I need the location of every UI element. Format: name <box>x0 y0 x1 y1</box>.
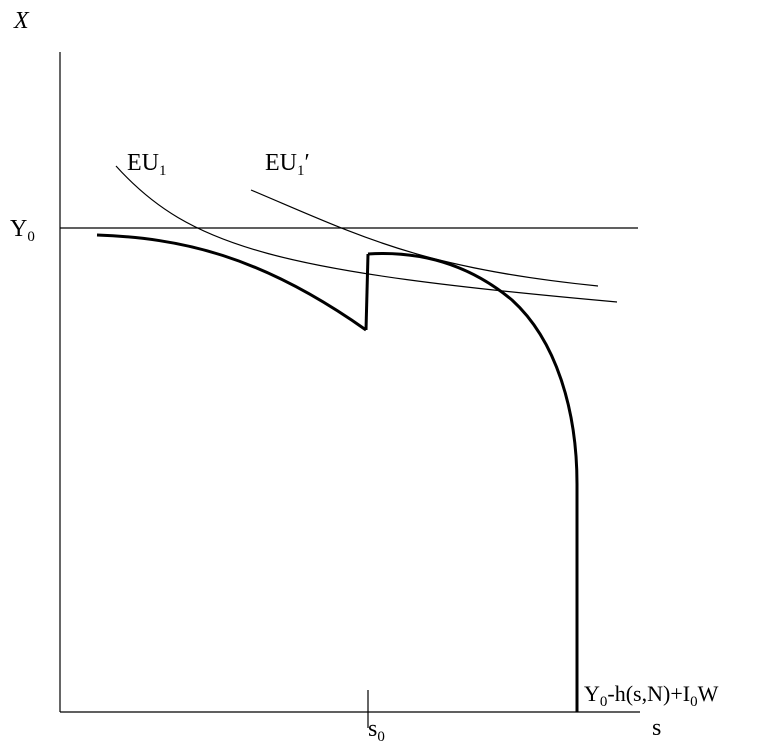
budget-label-part3: W <box>698 681 719 706</box>
s0-label-base: s <box>368 716 377 742</box>
eu1-label-base: EU <box>127 150 159 176</box>
budget-frontier-right <box>367 251 579 712</box>
y0-label-sub: 0 <box>27 229 35 245</box>
budget-frontier-left <box>96 233 367 332</box>
budget-label-sub1: 0 <box>600 694 608 710</box>
y-axis-label: X <box>13 8 30 34</box>
budget-label: Y0-h(s,N)+I0W <box>584 681 719 710</box>
s0-label: s0 <box>368 716 385 745</box>
y0-label-base: Y <box>10 216 27 242</box>
indifference-curve-eu1 <box>115 165 618 303</box>
eu1-prime-label-sub: 1 <box>297 163 305 179</box>
eu1-label: EU1 <box>127 150 167 179</box>
eu1-prime-label-suffix: ′ <box>305 150 310 176</box>
y0-label: Y0 <box>10 216 35 245</box>
s0-label-sub: 0 <box>377 729 385 745</box>
budget-label-part2: -h(s,N)+I <box>607 681 690 706</box>
budget-label-part1: Y <box>584 681 600 706</box>
eu1-prime-label-base: EU <box>265 150 297 176</box>
eu1-label-sub: 1 <box>159 163 167 179</box>
x-axis-label: s <box>652 715 661 741</box>
budget-label-sub2: 0 <box>690 694 698 710</box>
indifference-curve-eu1-prime <box>250 189 599 287</box>
budget-frontier-jump <box>364 253 370 331</box>
eu1-prime-label: EU1′ <box>265 150 310 179</box>
